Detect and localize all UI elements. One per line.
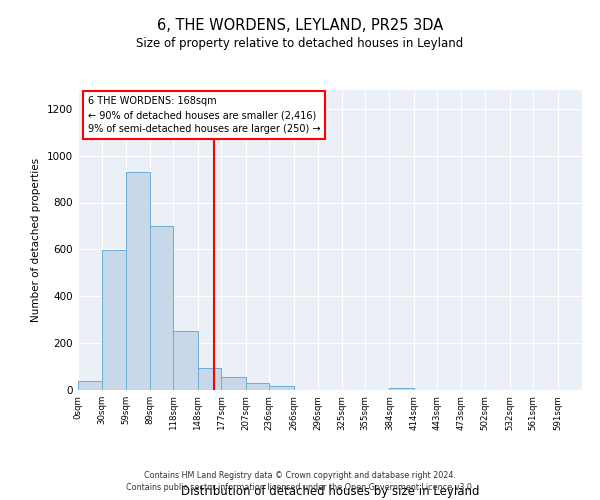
Bar <box>246 382 269 390</box>
X-axis label: Distribution of detached houses by size in Leyland: Distribution of detached houses by size … <box>181 486 479 498</box>
Y-axis label: Number of detached properties: Number of detached properties <box>31 158 41 322</box>
Bar <box>198 368 221 390</box>
Text: 6 THE WORDENS: 168sqm
← 90% of detached houses are smaller (2,416)
9% of semi-de: 6 THE WORDENS: 168sqm ← 90% of detached … <box>88 96 320 134</box>
Bar <box>389 388 414 390</box>
Text: Contains HM Land Registry data © Crown copyright and database right 2024.
Contai: Contains HM Land Registry data © Crown c… <box>126 471 474 492</box>
Bar <box>173 332 198 390</box>
Bar <box>269 386 293 390</box>
Text: Size of property relative to detached houses in Leyland: Size of property relative to detached ho… <box>136 38 464 51</box>
Bar <box>221 377 246 390</box>
Bar <box>150 226 173 390</box>
Bar <box>125 172 150 390</box>
Text: 6, THE WORDENS, LEYLAND, PR25 3DA: 6, THE WORDENS, LEYLAND, PR25 3DA <box>157 18 443 32</box>
Bar <box>78 382 102 390</box>
Bar <box>102 250 125 390</box>
